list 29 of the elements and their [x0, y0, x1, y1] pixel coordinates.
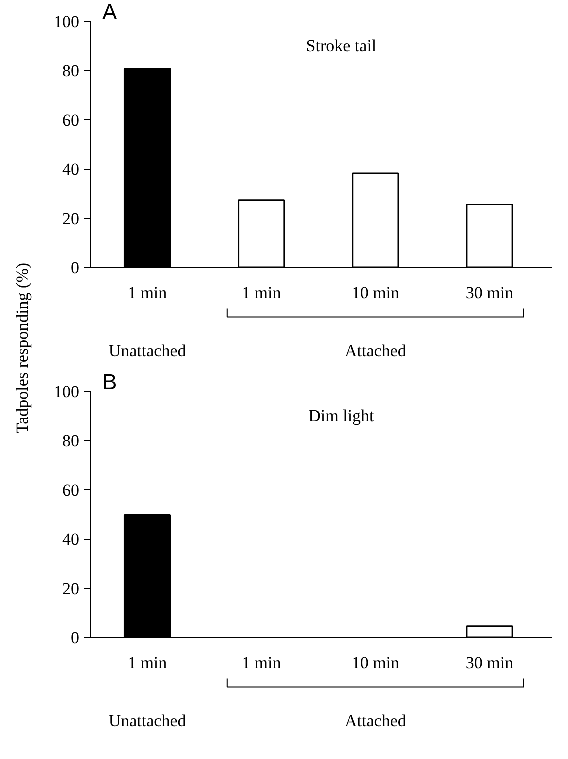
chart-title: A — [102, 0, 118, 24]
y-tick-label: 60 — [62, 480, 80, 500]
y-tick-label: 60 — [62, 110, 80, 130]
y-tick-label: 100 — [54, 12, 80, 32]
y-tick-label: 0 — [71, 258, 80, 278]
x-tick-label: 1 min — [242, 284, 282, 302]
y-tick-label: 100 — [54, 382, 80, 402]
x-tick-label: 10 min — [352, 654, 400, 672]
y-tick-label: 0 — [71, 628, 80, 648]
text: Attached — [345, 712, 407, 730]
annotation: Dim light — [308, 406, 375, 426]
chart-title: B — [102, 370, 118, 394]
annotation: Stroke tail — [306, 36, 377, 56]
y-axis-title: Tadpoles responding (%) — [13, 262, 32, 434]
text: Unattached — [108, 712, 187, 730]
x-tick-label: 1 min — [242, 654, 282, 672]
x-tick-label: 10 min — [352, 284, 400, 302]
text: Unattached — [108, 342, 187, 360]
y-tick-label: 40 — [62, 530, 80, 550]
y-tick-label: 20 — [62, 209, 80, 228]
y-tick-label: 80 — [62, 62, 80, 81]
x-tick-label: 1 min — [128, 284, 168, 302]
y-tick-label: 40 — [62, 160, 80, 180]
x-tick-label: 30 min — [466, 654, 514, 672]
text: Attached — [345, 342, 407, 360]
x-tick-label: 1 min — [128, 654, 168, 672]
y-tick-label: 80 — [62, 432, 80, 451]
x-tick-label: 30 min — [466, 284, 514, 302]
y-tick-label: 20 — [62, 579, 80, 598]
